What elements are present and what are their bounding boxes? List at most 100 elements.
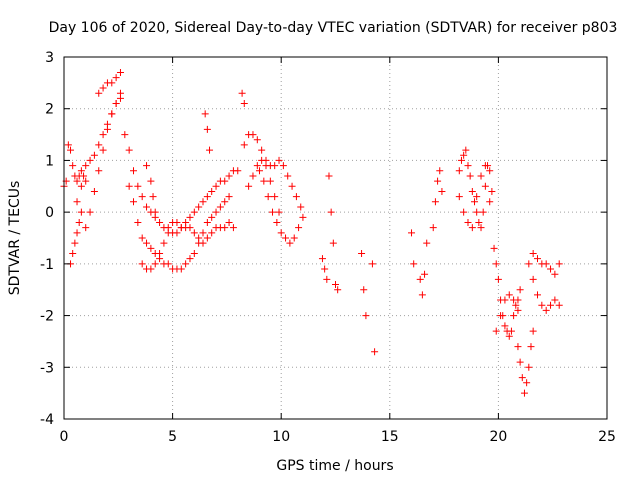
data-point	[297, 203, 305, 211]
data-point	[290, 234, 298, 242]
data-point	[190, 250, 198, 258]
data-point	[221, 177, 229, 185]
data-point	[112, 74, 120, 82]
data-point	[327, 208, 335, 216]
data-point	[195, 203, 203, 211]
data-point	[332, 281, 339, 289]
data-point	[516, 358, 524, 366]
data-point	[234, 167, 242, 175]
data-point	[138, 260, 146, 268]
series-arc-18	[408, 229, 431, 299]
data-point	[201, 110, 209, 118]
data-point	[477, 224, 485, 232]
data-point	[292, 193, 300, 201]
series-arc-24	[514, 327, 537, 397]
chart-title: Day 106 of 2020, Sidereal Day-to-day VTE…	[49, 20, 618, 36]
series-arc-23	[492, 291, 522, 335]
data-point	[151, 260, 159, 268]
data-point	[73, 198, 81, 206]
data-point	[103, 125, 111, 133]
series-arc-11	[238, 89, 248, 108]
data-point	[216, 203, 224, 211]
data-point	[203, 234, 211, 242]
data-point	[501, 296, 509, 304]
data-point	[494, 275, 502, 283]
x-tick-label: 10	[272, 429, 290, 445]
data-point	[421, 270, 429, 278]
data-point	[260, 177, 268, 185]
data-point	[429, 224, 437, 232]
data-point	[143, 162, 151, 170]
data-point	[551, 270, 559, 278]
data-point	[77, 208, 85, 216]
data-point	[542, 260, 550, 268]
data-point	[143, 203, 151, 211]
data-point	[138, 193, 146, 201]
data-point	[492, 260, 500, 268]
data-point	[199, 239, 207, 247]
data-point	[418, 291, 426, 299]
data-point	[481, 162, 489, 170]
data-point	[229, 224, 237, 232]
x-tick-labels: 0 5 10 15 20 25	[60, 429, 616, 445]
data-point	[77, 167, 85, 175]
data-point	[190, 229, 198, 237]
data-point	[318, 255, 326, 263]
data-point	[147, 244, 155, 252]
data-point	[138, 234, 146, 242]
data-point	[457, 156, 465, 164]
data-point	[408, 229, 416, 237]
y-axis-label: SDTVAR / TECUs	[7, 181, 23, 296]
data-point	[512, 301, 520, 309]
data-point	[108, 110, 116, 118]
data-point	[520, 389, 528, 397]
series-arc-4	[82, 94, 124, 232]
data-point	[90, 151, 98, 159]
data-point	[116, 69, 124, 77]
data-point	[71, 239, 79, 247]
data-point	[125, 146, 133, 154]
data-point	[479, 208, 487, 216]
data-point	[497, 312, 505, 320]
data-point	[525, 260, 533, 268]
data-point	[177, 265, 185, 273]
data-point	[455, 193, 463, 201]
data-point	[438, 187, 446, 195]
data-point	[325, 172, 333, 180]
data-point	[468, 224, 476, 232]
data-point	[95, 167, 103, 175]
data-point	[112, 100, 120, 108]
data-point	[529, 275, 537, 283]
data-point	[455, 167, 463, 175]
data-point	[273, 218, 281, 226]
data-point	[460, 151, 468, 159]
data-point	[99, 146, 107, 154]
data-point	[64, 141, 72, 149]
data-point	[434, 177, 442, 185]
data-point	[516, 286, 524, 294]
data-point	[151, 208, 159, 216]
data-point	[156, 250, 164, 258]
data-point	[538, 301, 546, 309]
data-point	[75, 218, 83, 226]
series-arc-16	[327, 208, 342, 294]
data-point	[90, 187, 98, 195]
data-point	[206, 146, 214, 154]
y-tick-label: -3	[40, 360, 54, 376]
data-point	[258, 146, 266, 154]
data-point	[510, 296, 518, 304]
data-point	[269, 208, 277, 216]
data-point	[488, 187, 496, 195]
data-point	[147, 177, 155, 185]
series-arc-13	[245, 156, 283, 216]
data-point	[67, 146, 75, 154]
data-point	[329, 239, 337, 247]
data-point	[271, 193, 279, 201]
data-point	[501, 322, 509, 330]
y-tick-label: 0	[45, 205, 54, 221]
series-arc-2	[67, 208, 85, 268]
data-point	[323, 275, 331, 283]
data-point	[486, 198, 494, 206]
data-point	[507, 327, 515, 335]
data-point	[362, 312, 370, 320]
